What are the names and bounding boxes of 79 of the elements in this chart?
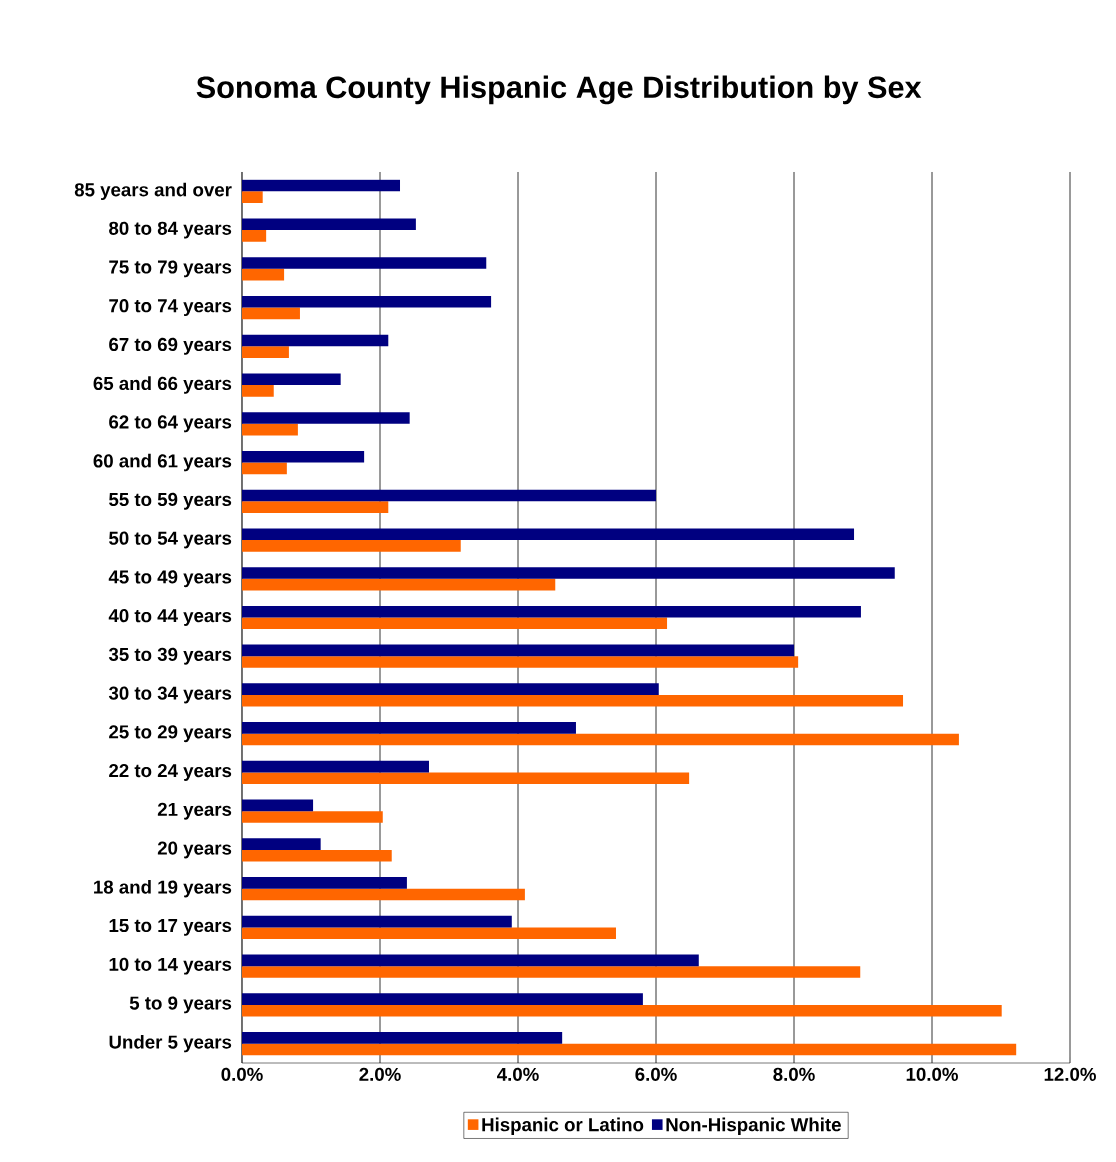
- bar: [242, 528, 855, 541]
- bar: [242, 334, 389, 347]
- bar: [242, 993, 643, 1005]
- y-tick-label: 55 to 59 years: [109, 492, 232, 510]
- bar: [242, 295, 492, 308]
- bar: [242, 722, 576, 734]
- legend-label: Non-Hispanic White: [666, 1117, 841, 1135]
- bar: [242, 191, 263, 203]
- bar: [242, 838, 321, 850]
- bar: [242, 567, 895, 579]
- bar: [242, 1043, 1017, 1056]
- bar: [242, 179, 401, 192]
- y-tick-label: 50 to 54 years: [109, 531, 232, 549]
- y-tick-label: 85 years and over: [74, 182, 232, 201]
- y-tick-label: 30 to 34 years: [108, 686, 232, 704]
- bar: [242, 617, 668, 630]
- y-tick-label: 15 to 17 years: [109, 919, 232, 936]
- x-tick-label: 8.0%: [773, 1067, 815, 1081]
- x-tick-label: 0.0%: [221, 1067, 263, 1081]
- bar: [242, 683, 659, 695]
- bar: [242, 927, 616, 940]
- bar: [242, 450, 365, 463]
- bar: [242, 966, 861, 978]
- y-tick-label: 20 years: [157, 841, 232, 859]
- y-tick-label: 18 and 19 years: [94, 879, 232, 898]
- bar: [242, 462, 287, 475]
- x-tick-label: 12.0%: [1044, 1067, 1096, 1081]
- y-tick-label: 40 to 44 years: [108, 609, 232, 626]
- y-tick-label: 35 to 39 years: [108, 647, 232, 665]
- x-tick-label: 10.0%: [906, 1067, 958, 1081]
- y-tick-label: 70 to 74 years: [109, 299, 232, 317]
- bar: [242, 257, 487, 269]
- y-tick-label: 22 to 24 years: [109, 764, 232, 781]
- bar: [242, 501, 389, 513]
- bar: [242, 954, 699, 967]
- legend-label: Hispanic or Latino: [482, 1117, 644, 1135]
- y-tick-label: 67 to 69 years: [109, 337, 232, 355]
- y-tick-label: 60 and 61 years: [93, 453, 232, 472]
- bar: [242, 307, 300, 320]
- bar: [242, 1032, 563, 1044]
- bar: [242, 230, 267, 242]
- bar: [242, 489, 657, 502]
- bar: [242, 644, 795, 657]
- bar: [242, 218, 416, 231]
- bar: [242, 540, 461, 552]
- y-tick-label: 75 to 79 years: [109, 260, 232, 278]
- bar: [242, 605, 861, 618]
- bar: [242, 760, 429, 773]
- x-tick-label: 2.0%: [359, 1067, 401, 1081]
- bar: [242, 373, 341, 386]
- bar: [242, 346, 289, 358]
- x-tick-label: 6.0%: [635, 1067, 677, 1081]
- bar: [242, 849, 392, 862]
- bar: [242, 733, 959, 746]
- y-tick-label: 5 to 9 years: [129, 996, 232, 1014]
- y-tick-label: 25 to 29 years: [109, 725, 232, 743]
- bar: [242, 772, 690, 785]
- y-tick-label: 80 to 84 years: [109, 221, 232, 239]
- bar: [242, 799, 314, 812]
- bar: [242, 268, 285, 281]
- bar: [242, 385, 274, 397]
- bar: [242, 888, 525, 901]
- bar: [242, 1004, 1002, 1017]
- y-tick-label: 45 to 49 years: [108, 570, 232, 588]
- bar: [242, 694, 904, 707]
- x-tick-label: 4.0%: [497, 1067, 539, 1081]
- bar: [242, 578, 556, 591]
- bar: [242, 877, 407, 889]
- y-tick-label: 21 years: [157, 802, 232, 820]
- y-tick-label: 10 to 14 years: [109, 957, 232, 975]
- y-tick-label: Under 5 years: [109, 1034, 232, 1053]
- bar: [242, 915, 512, 928]
- chart-title: Sonoma County Hispanic Age Distribution by Sex: [196, 75, 922, 105]
- y-tick-label: 65 and 66 years: [93, 376, 232, 394]
- bar: [242, 423, 298, 436]
- bar: [242, 811, 383, 823]
- y-tick-label: 62 to 64 years: [109, 415, 232, 433]
- bar: [242, 656, 799, 668]
- bar: [242, 412, 410, 424]
